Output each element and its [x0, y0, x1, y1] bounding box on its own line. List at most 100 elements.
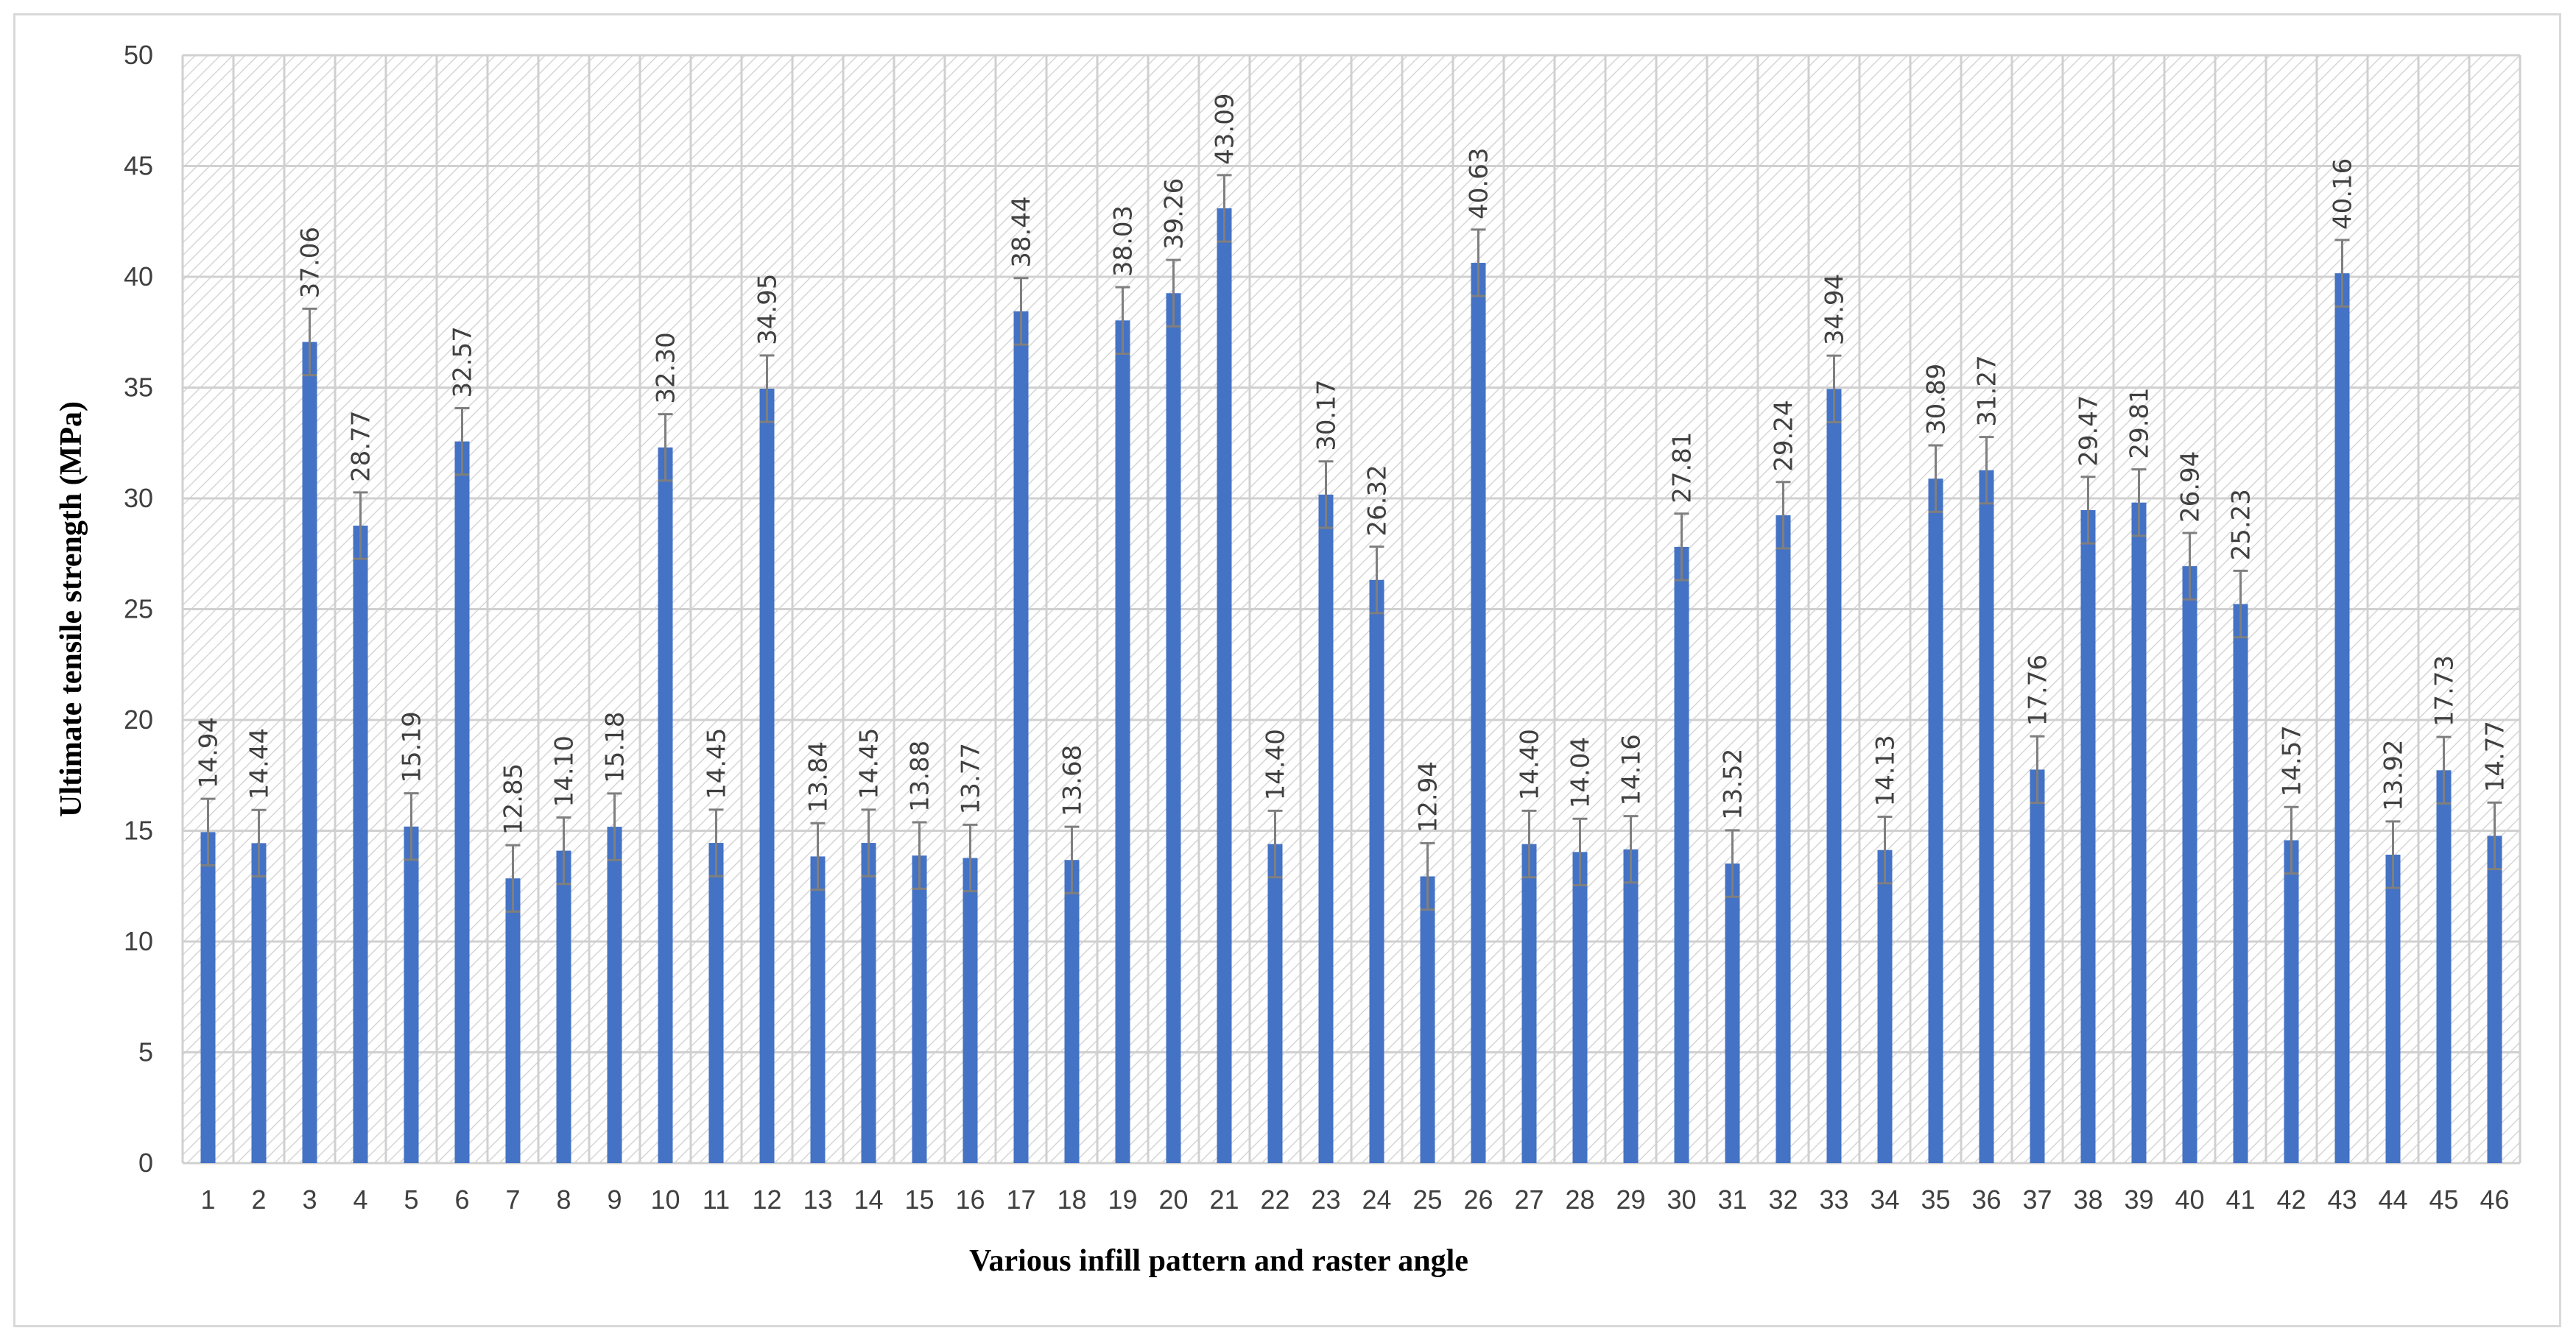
data-label: 12.85 — [499, 763, 529, 835]
data-label: 13.88 — [906, 741, 935, 812]
x-tick-label: 1 — [200, 1184, 215, 1215]
data-label: 14.40 — [1516, 729, 1545, 800]
data-label: 13.77 — [957, 743, 986, 814]
x-tick-label: 34 — [1870, 1184, 1899, 1215]
x-tick-label: 46 — [2480, 1184, 2509, 1215]
data-label: 17.76 — [2024, 654, 2053, 726]
data-label: 14.57 — [2278, 725, 2307, 797]
x-tick-label: 43 — [2327, 1184, 2357, 1215]
x-tick-label: 32 — [1768, 1184, 1798, 1215]
bar — [1826, 389, 1842, 1163]
x-tick-label: 24 — [1362, 1184, 1391, 1215]
x-tick-label: 18 — [1057, 1184, 1086, 1215]
bar — [1013, 311, 1029, 1163]
data-label: 43.09 — [1211, 93, 1240, 164]
data-label: 30.89 — [1922, 364, 1952, 435]
bar — [912, 855, 927, 1163]
bar — [404, 826, 419, 1163]
data-label: 32.57 — [448, 326, 478, 398]
data-label: 28.77 — [347, 411, 376, 482]
y-axis-title: Ultimate tensile strength (MPa) — [54, 401, 88, 817]
data-label: 14.77 — [2481, 721, 2510, 792]
data-label: 13.84 — [804, 741, 834, 813]
data-label: 14.16 — [1617, 734, 1647, 805]
bar — [2334, 273, 2350, 1164]
data-label: 14.40 — [1261, 729, 1291, 800]
bar — [1217, 208, 1232, 1164]
data-label: 32.30 — [652, 332, 681, 403]
x-tick-label: 23 — [1311, 1184, 1340, 1215]
data-label: 15.18 — [601, 712, 630, 783]
bar — [2284, 840, 2299, 1163]
bar — [708, 843, 724, 1163]
data-label: 13.52 — [1719, 749, 1748, 820]
x-tick-label: 29 — [1616, 1184, 1645, 1215]
bar — [2233, 604, 2248, 1163]
data-label: 13.92 — [2379, 740, 2409, 811]
x-tick-label: 37 — [2022, 1184, 2052, 1215]
data-label: 34.95 — [753, 274, 783, 345]
data-label: 29.47 — [2074, 395, 2104, 466]
bar — [454, 441, 470, 1163]
x-tick-label: 12 — [752, 1184, 781, 1215]
bar — [302, 342, 317, 1163]
y-tick-label: 35 — [124, 372, 153, 403]
x-tick-label: 7 — [505, 1184, 520, 1215]
bar — [1064, 860, 1080, 1163]
bar — [2030, 769, 2045, 1163]
bar — [1166, 293, 1181, 1164]
x-tick-label: 36 — [1971, 1184, 2001, 1215]
data-label: 40.63 — [1465, 148, 1494, 219]
data-label: 14.04 — [1566, 737, 1596, 808]
bar — [1623, 849, 1639, 1163]
y-tick-label: 10 — [124, 926, 153, 956]
data-label: 29.81 — [2125, 387, 2155, 459]
x-tick-label: 27 — [1514, 1184, 1544, 1215]
x-tick-label: 39 — [2124, 1184, 2153, 1215]
bar — [1521, 844, 1537, 1163]
bar — [1369, 579, 1384, 1163]
bar — [1877, 850, 1893, 1163]
bar — [963, 858, 978, 1163]
bar — [2131, 502, 2147, 1163]
x-tick-label: 40 — [2175, 1184, 2204, 1215]
bar — [200, 832, 216, 1163]
bar — [658, 447, 673, 1163]
x-tick-label: 22 — [1260, 1184, 1289, 1215]
data-label: 15.19 — [398, 711, 427, 783]
x-tick-label: 13 — [803, 1184, 832, 1215]
bar — [1928, 478, 1943, 1163]
x-tick-label: 4 — [353, 1184, 367, 1215]
data-label: 14.13 — [1871, 735, 1901, 806]
data-label: 37.06 — [296, 227, 325, 298]
data-label: 27.81 — [1668, 431, 1697, 503]
bar — [2436, 770, 2452, 1163]
data-label: 38.03 — [1109, 205, 1139, 277]
x-tick-label: 8 — [556, 1184, 571, 1215]
x-tick-label: 19 — [1108, 1184, 1137, 1215]
x-tick-label: 38 — [2073, 1184, 2102, 1215]
x-tick-label: 17 — [1006, 1184, 1035, 1215]
data-label: 40.16 — [2329, 158, 2358, 230]
x-tick-label: 25 — [1412, 1184, 1442, 1215]
x-tick-label: 9 — [607, 1184, 622, 1215]
x-tick-label: 21 — [1209, 1184, 1239, 1215]
y-tick-label: 45 — [124, 151, 153, 181]
bar — [1267, 844, 1283, 1163]
bar — [1725, 864, 1740, 1163]
y-tick-label: 25 — [124, 594, 153, 624]
data-label: 34.94 — [1820, 274, 1850, 345]
x-tick-label: 26 — [1463, 1184, 1493, 1215]
bar — [607, 827, 622, 1163]
bar — [1674, 546, 1689, 1163]
data-label: 14.44 — [245, 728, 275, 799]
x-axis-title: Various infill pattern and raster angle — [969, 1244, 1468, 1278]
bar — [810, 856, 826, 1163]
bar — [505, 878, 521, 1163]
x-tick-label: 11 — [703, 1184, 730, 1215]
x-tick-label: 5 — [404, 1184, 418, 1215]
x-tick-label: 3 — [302, 1184, 317, 1215]
x-tick-label: 28 — [1565, 1184, 1594, 1215]
x-tick-label: 33 — [1819, 1184, 1848, 1215]
y-tick-label: 15 — [124, 816, 153, 846]
